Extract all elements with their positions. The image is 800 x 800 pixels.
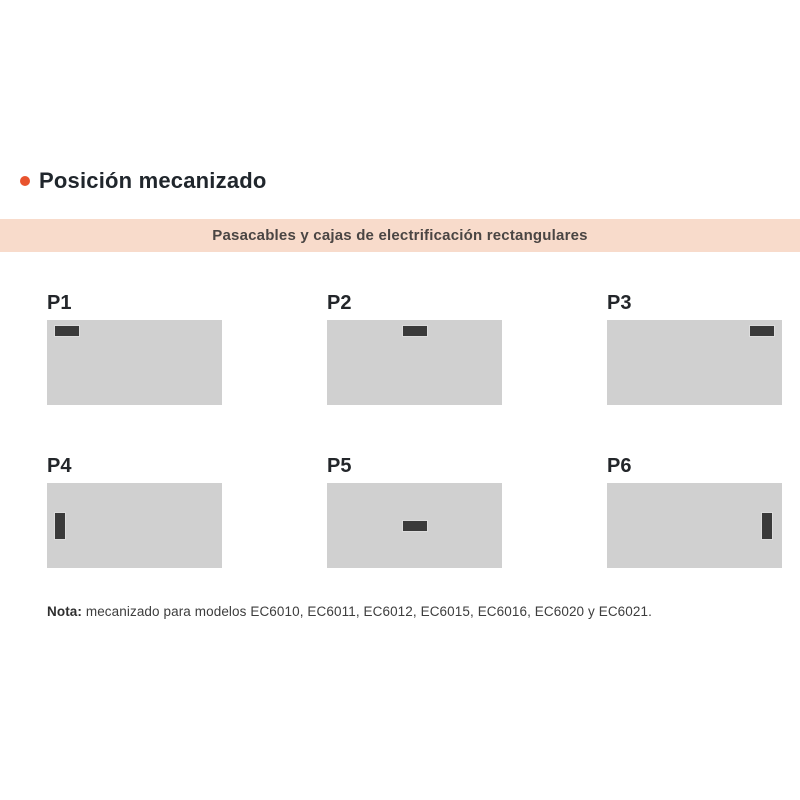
page-title: Posición mecanizado — [39, 168, 267, 193]
position-cell-p4: P4 — [47, 455, 222, 568]
footnote-label: Nota: — [47, 604, 82, 619]
footnote: Nota: mecanizado para modelos EC6010, EC… — [47, 604, 652, 619]
position-cell-p3: P3 — [607, 292, 782, 405]
banner-label: Pasacables y cajas de electrificación re… — [212, 227, 588, 244]
machining-slot-marker — [55, 326, 79, 336]
machining-slot-marker — [55, 512, 65, 539]
machining-slot-marker — [750, 326, 774, 336]
position-cell-p5: P5 — [327, 455, 502, 568]
machining-slot-marker — [402, 326, 427, 336]
position-cell-p1: P1 — [47, 292, 222, 405]
box-diagram-p5 — [327, 483, 502, 568]
box-diagram-p3 — [607, 320, 782, 405]
footnote-text: mecanizado para modelos EC6010, EC6011, … — [82, 604, 652, 619]
section-banner: Pasacables y cajas de electrificación re… — [0, 219, 800, 252]
position-cell-p2: P2 — [327, 292, 502, 405]
position-label: P3 — [607, 292, 632, 314]
position-label: P1 — [47, 292, 72, 314]
box-diagram-p4 — [47, 483, 222, 568]
box-diagram-p6 — [607, 483, 782, 568]
positions-grid: P1 P2 P3 P4 P5 — [47, 292, 782, 568]
section-title-row: Posición mecanizado — [20, 168, 267, 194]
position-label: P4 — [47, 455, 72, 477]
box-diagram-p1 — [47, 320, 222, 405]
position-label: P2 — [327, 292, 352, 314]
machining-slot-marker — [402, 520, 427, 531]
position-cell-p6: P6 — [607, 455, 782, 568]
position-label: P5 — [327, 455, 352, 477]
machining-slot-marker — [762, 512, 772, 539]
position-label: P6 — [607, 455, 632, 477]
box-diagram-p2 — [327, 320, 502, 405]
orange-bullet-icon — [20, 176, 30, 186]
